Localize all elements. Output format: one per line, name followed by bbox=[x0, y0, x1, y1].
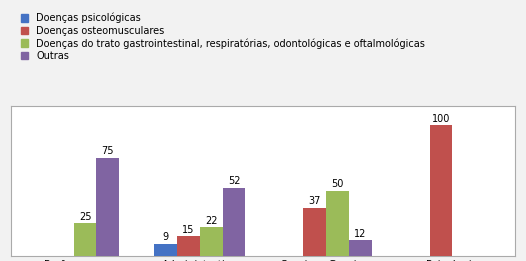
Bar bbox=[200, 227, 222, 256]
Bar bbox=[96, 158, 119, 256]
Text: 12: 12 bbox=[354, 229, 367, 239]
Bar bbox=[430, 125, 452, 256]
Bar bbox=[177, 236, 200, 256]
Bar bbox=[155, 244, 177, 256]
Text: 50: 50 bbox=[331, 179, 343, 189]
Bar bbox=[74, 223, 96, 256]
Bar bbox=[349, 240, 371, 256]
Bar bbox=[326, 191, 349, 256]
Text: 15: 15 bbox=[183, 225, 195, 235]
Text: 100: 100 bbox=[432, 114, 450, 124]
Text: 37: 37 bbox=[309, 196, 321, 206]
Text: 52: 52 bbox=[228, 176, 240, 186]
Text: 9: 9 bbox=[163, 233, 169, 242]
Text: 25: 25 bbox=[79, 212, 91, 222]
Text: 22: 22 bbox=[205, 216, 217, 226]
Bar bbox=[304, 207, 326, 256]
Legend: Doenças psicológicas, Doenças osteomusculares, Doenças do trato gastrointestinal: Doenças psicológicas, Doenças osteomuscu… bbox=[21, 13, 425, 61]
Bar bbox=[222, 188, 245, 256]
Text: 75: 75 bbox=[102, 146, 114, 156]
